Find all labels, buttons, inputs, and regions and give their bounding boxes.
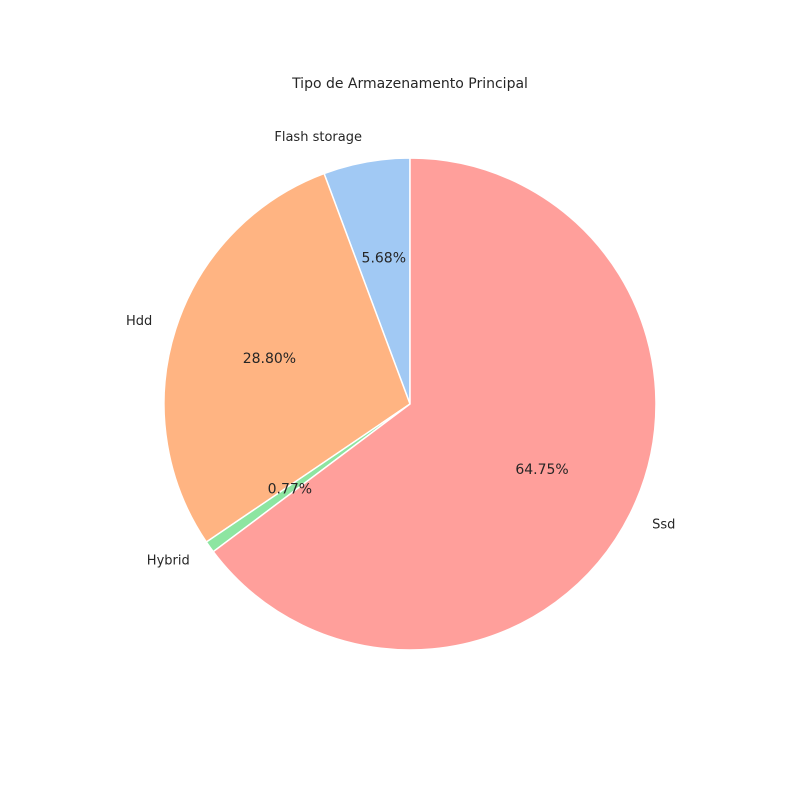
- pie-slice-ssd: [212, 157, 657, 651]
- slice-percent-hdd: 28.80%: [243, 351, 296, 367]
- slice-label-flash-storage: Flash storage: [274, 130, 362, 145]
- chart-title: Tipo de Armazenamento Principal: [291, 76, 528, 92]
- labels-group: Flash storage 5.68% Hdd 28.80% Hybrid 0.77% Ss…: [126, 130, 675, 568]
- slice-label-hybrid: Hybrid: [147, 554, 190, 569]
- slice-percent-ssd: 64.75%: [515, 462, 568, 478]
- pie-slice-hdd: [163, 172, 411, 544]
- slice-percent-hybrid: 0.77%: [268, 482, 312, 498]
- slices-group: [163, 157, 657, 651]
- slice-label-ssd: Ssd: [652, 517, 675, 532]
- slice-label-hdd: Hdd: [126, 314, 152, 329]
- slice-percent-flash-storage: 5.68%: [362, 251, 406, 267]
